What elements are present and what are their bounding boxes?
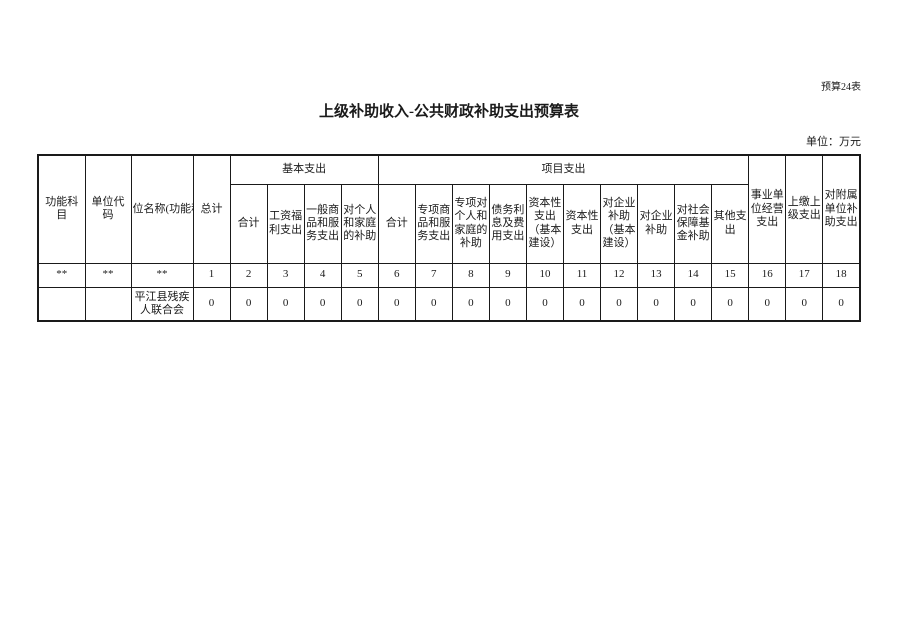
value-cell: 0 (525, 286, 564, 322)
index-cell: ** (37, 262, 86, 288)
index-cell: 7 (414, 262, 453, 288)
header-project-sub-capital-construction: 资本性支出（基本建设） (525, 183, 564, 264)
value-cell: 0 (192, 286, 231, 322)
header-project-sub-special-individuals: 专项对个人和家庭的补助 (451, 183, 490, 264)
index-cell: 14 (674, 262, 713, 288)
header-project-sub-enterprise: 对企业补助 (637, 183, 676, 264)
index-cell: 10 (525, 262, 564, 288)
value-cell: 0 (748, 286, 787, 322)
header-group-project-expenditure: 项目支出 (377, 154, 750, 185)
value-cell: 0 (600, 286, 639, 322)
header-business-operating: 事业单位经营支出 (748, 154, 787, 264)
index-cell: 8 (451, 262, 490, 288)
header-project-sub-social-security: 对社会保障基金补助 (674, 183, 713, 264)
header-function-subject: 功能科目 (37, 154, 86, 264)
value-cell: 0 (414, 286, 453, 322)
table-row: 平江县残疾人联合会 0 0 0 0 0 0 0 0 0 0 0 0 0 0 0 … (37, 286, 861, 322)
header-project-sub-other: 其他支出 (711, 183, 750, 264)
header-project-sub-total: 合计 (377, 183, 416, 264)
cell-function-subject (37, 286, 86, 322)
index-cell: 16 (748, 262, 787, 288)
header-basic-sub-individuals-families: 对个人和家庭的补助 (340, 183, 379, 264)
header-grand-total: 总计 (192, 154, 231, 264)
index-cell: 18 (822, 262, 861, 288)
header-group-basic-expenditure: 基本支出 (229, 154, 379, 185)
budget-table: 功能科目 单位代码 位名称(功能科 总计 基本支出 项目支出 事业单位经营支出 … (37, 154, 861, 322)
header-project-sub-enterprise-construction: 对企业补助（基本建设） (600, 183, 639, 264)
index-cell: 4 (303, 262, 342, 288)
header-project-sub-capital: 资本性支出 (562, 183, 602, 264)
header-affiliated-subsidy: 对附属单位补助支出 (822, 154, 861, 264)
index-cell: ** (84, 262, 132, 288)
index-cell: ** (130, 262, 194, 288)
index-cell: 9 (488, 262, 527, 288)
value-cell: 0 (674, 286, 713, 322)
value-cell: 0 (266, 286, 305, 322)
value-cell: 0 (303, 286, 342, 322)
column-index-row: ** ** ** 1 2 3 4 5 6 7 8 9 10 11 12 13 1… (37, 262, 861, 288)
index-cell: 17 (785, 262, 824, 288)
index-cell: 12 (600, 262, 639, 288)
form-code: 预算24表 (821, 82, 861, 93)
page-title: 上级补助收入-公共财政补助支出预算表 (319, 104, 579, 120)
header-row-subcolumns: 合计 工资福利支出 一般商品和服务支出 对个人和家庭的补助 合计 专项商品和服务… (38, 183, 860, 264)
cell-unit-name: 平江县残疾人联合会 (130, 286, 194, 322)
index-cell: 15 (711, 262, 750, 288)
value-cell: 0 (562, 286, 602, 322)
header-unit-name: 位名称(功能科 (130, 154, 194, 264)
value-cell: 0 (785, 286, 824, 322)
header-unit-code: 单位代码 (84, 154, 132, 264)
header-basic-sub-total: 合计 (229, 183, 268, 264)
header-project-sub-debt-interest: 债务利息及费用支出 (488, 183, 527, 264)
unit-note: 单位：万元 (806, 136, 861, 148)
index-cell: 2 (229, 262, 268, 288)
index-cell: 6 (377, 262, 416, 288)
index-cell: 1 (192, 262, 231, 288)
header-basic-sub-goods-services: 一般商品和服务支出 (303, 183, 342, 264)
index-cell: 5 (340, 262, 379, 288)
value-cell: 0 (488, 286, 527, 322)
header-row-groups: 功能科目 单位代码 位名称(功能科 总计 基本支出 项目支出 事业单位经营支出 … (37, 154, 861, 264)
value-cell: 0 (377, 286, 416, 322)
header-pay-to-superior: 上缴上级支出 (785, 154, 824, 264)
value-cell: 0 (637, 286, 676, 322)
index-cell: 11 (562, 262, 602, 288)
cell-unit-code (84, 286, 132, 322)
value-cell: 0 (340, 286, 379, 322)
header-basic-sub-wages: 工资福利支出 (266, 183, 305, 264)
index-cell: 13 (637, 262, 676, 288)
value-cell: 0 (822, 286, 861, 322)
header-project-sub-special-goods: 专项商品和服务支出 (414, 183, 453, 264)
value-cell: 0 (451, 286, 490, 322)
index-cell: 3 (266, 262, 305, 288)
value-cell: 0 (711, 286, 750, 322)
value-cell: 0 (229, 286, 268, 322)
